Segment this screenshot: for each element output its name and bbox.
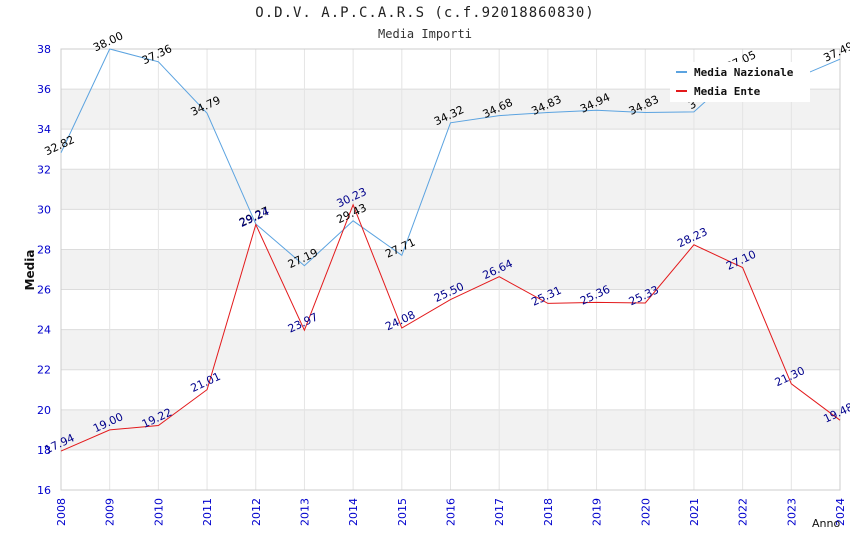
y-tick-label: 20 xyxy=(37,404,51,417)
x-tick-label: 2022 xyxy=(737,498,750,526)
y-tick-label: 32 xyxy=(37,163,51,176)
x-tick-label: 2016 xyxy=(445,498,458,526)
x-tick-label: 2020 xyxy=(639,498,652,526)
grid-lines xyxy=(60,48,841,491)
chart-title: O.D.V. A.P.C.A.R.S (c.f.92018860830) xyxy=(255,5,595,21)
chart-subtitle: Media Importi xyxy=(378,27,472,41)
x-axis-label: Anno xyxy=(812,517,840,530)
x-tick-label: 2017 xyxy=(493,498,506,526)
x-tick-label: 2019 xyxy=(591,498,604,526)
y-tick-label: 34 xyxy=(37,123,51,136)
x-tick-label: 2021 xyxy=(688,498,701,526)
legend-swatch-ente xyxy=(676,90,687,92)
y-axis-ticks: 16 18 20 22 24 26 28 30 32 34 36 38 xyxy=(37,43,51,497)
series-line-media-ente xyxy=(60,203,841,452)
x-tick-label: 2023 xyxy=(785,498,798,526)
x-tick-label: 2015 xyxy=(396,498,409,526)
y-tick-label: 18 xyxy=(37,444,51,457)
y-axis-label: Media xyxy=(23,250,37,291)
legend-item-media-ente: Media Ente xyxy=(676,83,760,99)
x-axis-ticks: 2008 2009 2010 2011 2012 2013 2014 2015 2016 2017… xyxy=(55,498,847,526)
legend-item-media-nazionale: Media Nazionale xyxy=(676,64,793,80)
y-tick-label: 24 xyxy=(37,324,51,337)
legend: Media Nazionale Media Ente xyxy=(670,62,810,102)
x-tick-label: 2010 xyxy=(152,498,165,526)
x-tick-label: 2012 xyxy=(250,498,263,526)
x-tick-label: 2014 xyxy=(347,498,360,526)
y-tick-label: 28 xyxy=(37,243,51,256)
x-tick-label: 2011 xyxy=(201,498,214,526)
x-tick-label: 2024 xyxy=(834,498,847,526)
legend-label-nazionale: Media Nazionale xyxy=(694,65,794,79)
y-tick-label: 26 xyxy=(37,284,51,297)
x-tick-label: 2008 xyxy=(55,498,68,526)
y-tick-label: 22 xyxy=(37,364,51,377)
data-label: 3 xyxy=(687,97,699,112)
y-tick-label: 36 xyxy=(37,83,51,96)
y-tick-label: 38 xyxy=(37,43,51,56)
y-tick-label: 16 xyxy=(37,484,51,497)
legend-label-ente: Media Ente xyxy=(694,84,761,98)
plot-frame xyxy=(60,48,841,491)
legend-swatch-nazionale xyxy=(676,71,687,73)
x-tick-label: 2013 xyxy=(298,498,311,526)
x-tick-label: 2018 xyxy=(542,498,555,526)
y-tick-label: 30 xyxy=(37,203,51,216)
x-tick-label: 2009 xyxy=(104,498,117,526)
